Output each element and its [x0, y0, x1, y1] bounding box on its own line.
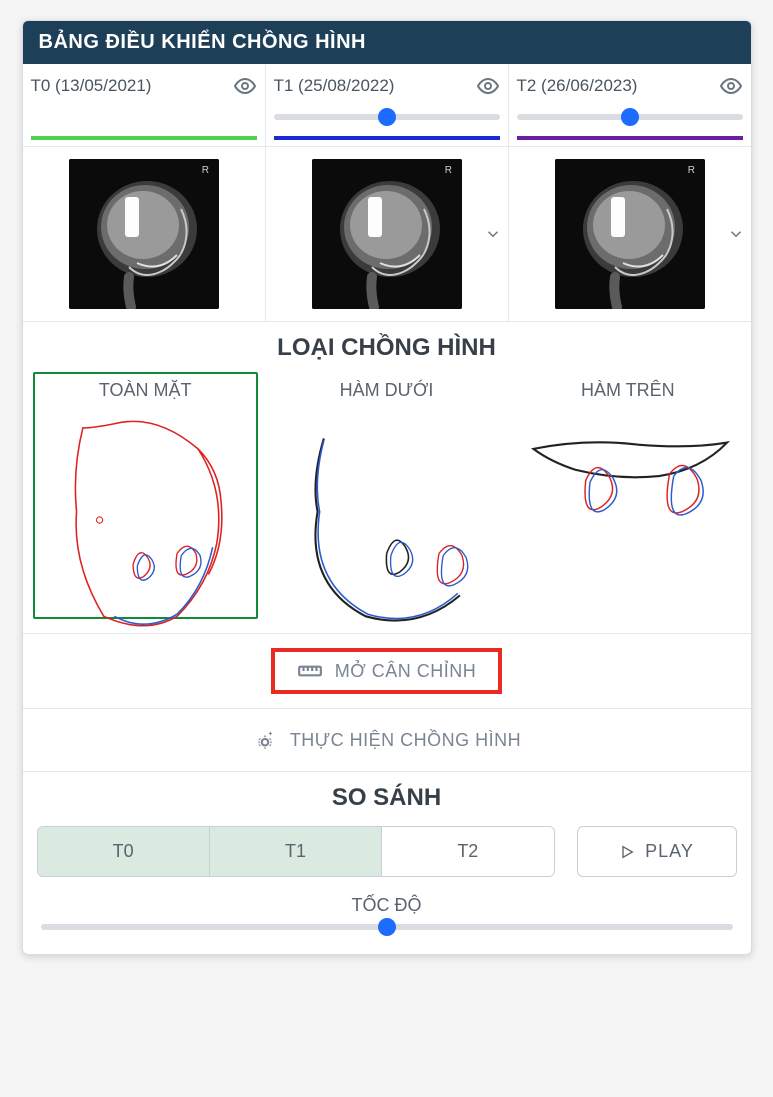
- timepoint-label: T0 (13/05/2021): [31, 76, 152, 96]
- perform-superimposition-button[interactable]: THỰC HIỆN CHỒNG HÌNH: [242, 723, 531, 757]
- panel-title: BẢNG ĐIỀU KHIỂN CHỒNG HÌNH: [23, 21, 751, 64]
- type-option-tracing: [523, 407, 732, 607]
- compare-controls-row: T0T1T2 PLAY: [37, 826, 737, 877]
- gear-sparkle-icon: [252, 727, 278, 753]
- timepoint-header: T2 (26/06/2023): [517, 74, 743, 98]
- timepoint-header: T0 (13/05/2021): [31, 74, 257, 98]
- xray-thumbnail-cell: R: [508, 147, 751, 321]
- xray-thumbnail-cell: R: [265, 147, 508, 321]
- chevron-down-icon[interactable]: [727, 225, 745, 243]
- perform-superimposition-label: THỰC HIỆN CHỒNG HÌNH: [290, 730, 521, 751]
- eye-icon[interactable]: [233, 74, 257, 98]
- calibrate-button-row: MỞ CÂN CHỈNH: [23, 633, 751, 708]
- timepoint-accent-bar: [31, 136, 257, 140]
- opacity-slider-thumb[interactable]: [621, 108, 639, 126]
- play-icon: [619, 844, 635, 860]
- xray-thumbnails-row: RRR: [23, 147, 751, 321]
- timepoint-header: T1 (25/08/2022): [274, 74, 500, 98]
- opacity-slider[interactable]: [274, 114, 500, 120]
- speed-slider-wrap: [37, 924, 737, 936]
- type-option-card[interactable]: HÀM TRÊN: [515, 372, 740, 619]
- timepoint-accent-bar: [517, 136, 743, 140]
- perform-button-row: THỰC HIỆN CHỒNG HÌNH: [23, 708, 751, 771]
- opacity-slider[interactable]: [517, 114, 743, 120]
- type-option-tracing: [282, 407, 491, 607]
- type-option-label: TOÀN MẶT: [41, 380, 250, 401]
- open-calibration-label: MỞ CÂN CHỈNH: [335, 661, 476, 682]
- compare-segment[interactable]: T1: [209, 827, 381, 876]
- eye-icon[interactable]: [719, 74, 743, 98]
- opacity-slider-wrap: [274, 106, 500, 128]
- speed-label: TỐC ĐỘ: [37, 895, 737, 916]
- xray-thumbnail[interactable]: R: [555, 159, 705, 309]
- compare-title: SO SÁNH: [37, 784, 737, 812]
- timepoint-label: T2 (26/06/2023): [517, 76, 638, 96]
- timepoint-column: T1 (25/08/2022): [265, 64, 508, 146]
- type-option-label: HÀM DƯỚI: [282, 380, 491, 401]
- superimpose-type-title: LOẠI CHỒNG HÌNH: [23, 321, 751, 372]
- opacity-slider-wrap: [517, 106, 743, 128]
- compare-segment[interactable]: T2: [381, 827, 553, 876]
- chevron-down-icon[interactable]: [484, 225, 502, 243]
- type-option-card[interactable]: HÀM DƯỚI: [274, 372, 499, 619]
- opacity-slider-thumb[interactable]: [378, 108, 396, 126]
- eye-icon[interactable]: [476, 74, 500, 98]
- xray-thumbnail[interactable]: R: [69, 159, 219, 309]
- svg-text:R: R: [444, 165, 451, 176]
- speed-slider-thumb[interactable]: [378, 918, 396, 936]
- svg-text:R: R: [201, 165, 208, 176]
- ruler-icon: [297, 658, 323, 684]
- play-button[interactable]: PLAY: [577, 826, 737, 877]
- svg-text:R: R: [687, 165, 694, 176]
- xray-thumbnail-cell: R: [23, 147, 265, 321]
- compare-segment[interactable]: T0: [38, 827, 209, 876]
- type-option-tracing: [41, 407, 250, 607]
- type-option-card[interactable]: TOÀN MẶT: [33, 372, 258, 619]
- timepoint-column: T0 (13/05/2021): [23, 64, 265, 146]
- opacity-slider-wrap: [31, 106, 257, 128]
- type-option-label: HÀM TRÊN: [523, 380, 732, 401]
- superimposition-panel: BẢNG ĐIỀU KHIỂN CHỒNG HÌNH T0 (13/05/202…: [22, 20, 752, 955]
- compare-segment-group: T0T1T2: [37, 826, 555, 877]
- compare-section: SO SÁNH T0T1T2 PLAY TỐC ĐỘ: [23, 771, 751, 954]
- timepoint-column: T2 (26/06/2023): [508, 64, 751, 146]
- play-label: PLAY: [645, 841, 694, 862]
- timepoint-label: T1 (25/08/2022): [274, 76, 395, 96]
- open-calibration-button[interactable]: MỞ CÂN CHỈNH: [271, 648, 502, 694]
- xray-thumbnail[interactable]: R: [312, 159, 462, 309]
- speed-slider[interactable]: [41, 924, 733, 930]
- timepoints-row: T0 (13/05/2021) T1 (25/08/2022) T2 (26/06/…: [23, 64, 751, 147]
- type-options-row: TOÀN MẶT HÀM DƯỚI HÀM TRÊN: [23, 372, 751, 633]
- timepoint-accent-bar: [274, 136, 500, 140]
